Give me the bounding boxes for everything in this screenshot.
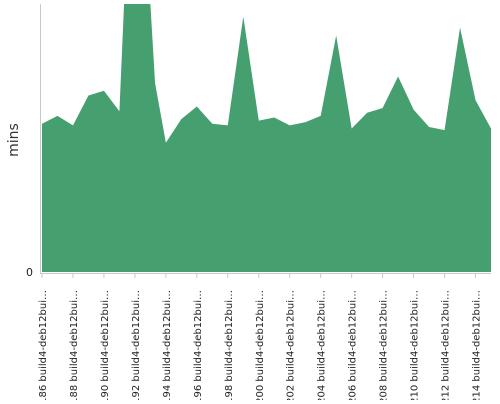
x-tick-label: #202 build4-deb12bui… [286, 290, 297, 400]
x-tick-label: #200 build4-deb12bui… [255, 290, 266, 400]
area-series-layer [42, 4, 491, 272]
y-tick-label: 0 [26, 266, 33, 279]
x-tick-label: #212 build4-deb12bui… [441, 290, 452, 400]
y-axis-label: mins [6, 123, 22, 157]
x-tick-label: #206 build4-deb12bui… [348, 290, 359, 400]
x-tick-label: #194 build4-deb12bui… [162, 290, 173, 400]
x-tick-label: #190 build4-deb12bui… [100, 290, 111, 400]
x-tick-label: #208 build4-deb12bui… [379, 290, 390, 400]
x-tick-label: #204 build4-deb12bui… [317, 290, 328, 400]
x-tick-label: #214 build4-deb12bui… [472, 290, 483, 400]
x-tick-label: #210 build4-deb12bui… [410, 290, 421, 400]
x-tick-label: #198 build4-deb12bui… [224, 290, 235, 400]
x-tick-labels: #186 build4-deb12bui… #188 build4-deb12bu… [38, 274, 483, 404]
axes-layer [40, 4, 491, 274]
x-tick-label: #196 build4-deb12bui… [193, 290, 204, 400]
x-tick-label: #188 build4-deb12bui… [69, 290, 80, 400]
x-tick-label: #192 build4-deb12bui… [131, 290, 142, 400]
area-series [42, 4, 491, 272]
x-tick-label: #186 build4-deb12bui… [38, 290, 49, 400]
y-tick-labels: 0 [26, 266, 33, 279]
